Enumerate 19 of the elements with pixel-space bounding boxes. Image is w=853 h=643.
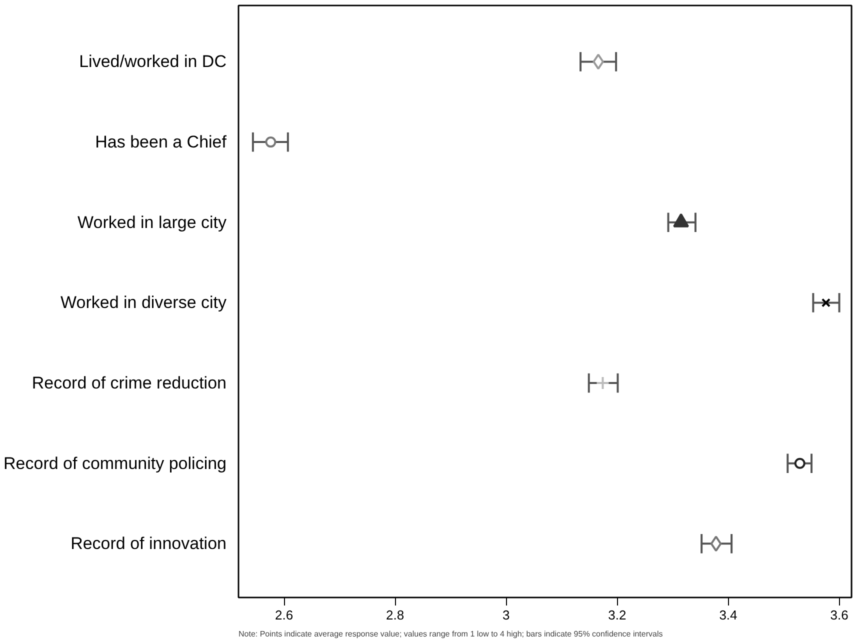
- y-tick-label: Record of innovation: [70, 534, 227, 554]
- y-tick-label: Has been a Chief: [95, 132, 227, 152]
- x-tick-label: 3: [502, 608, 510, 622]
- point: [596, 376, 610, 390]
- x-tick-label: 2.8: [386, 608, 404, 622]
- y-tick-label: Record of community policing: [4, 454, 226, 473]
- point: [710, 536, 722, 552]
- text: Note: Points indicate average response value; values range from 1 low to 4 high; bars indicate 95% confidence intervals: [238, 630, 663, 638]
- x-tick-label: 2.6: [274, 608, 294, 622]
- point: [794, 458, 806, 469]
- y-tick-label: Record of crime reduction: [32, 374, 227, 393]
- y-tick-label: Worked in large city: [78, 212, 227, 232]
- x-tick-label: 3.4: [719, 608, 738, 622]
- y-tick-label: Worked in diverse city: [60, 293, 227, 312]
- x-tick-label: 3.2: [608, 608, 626, 622]
- point: [265, 136, 276, 148]
- x-tick-label: 3.6: [830, 608, 848, 622]
- y-tick-label: Lived/worked in DC: [79, 52, 227, 72]
- point: [821, 298, 830, 308]
